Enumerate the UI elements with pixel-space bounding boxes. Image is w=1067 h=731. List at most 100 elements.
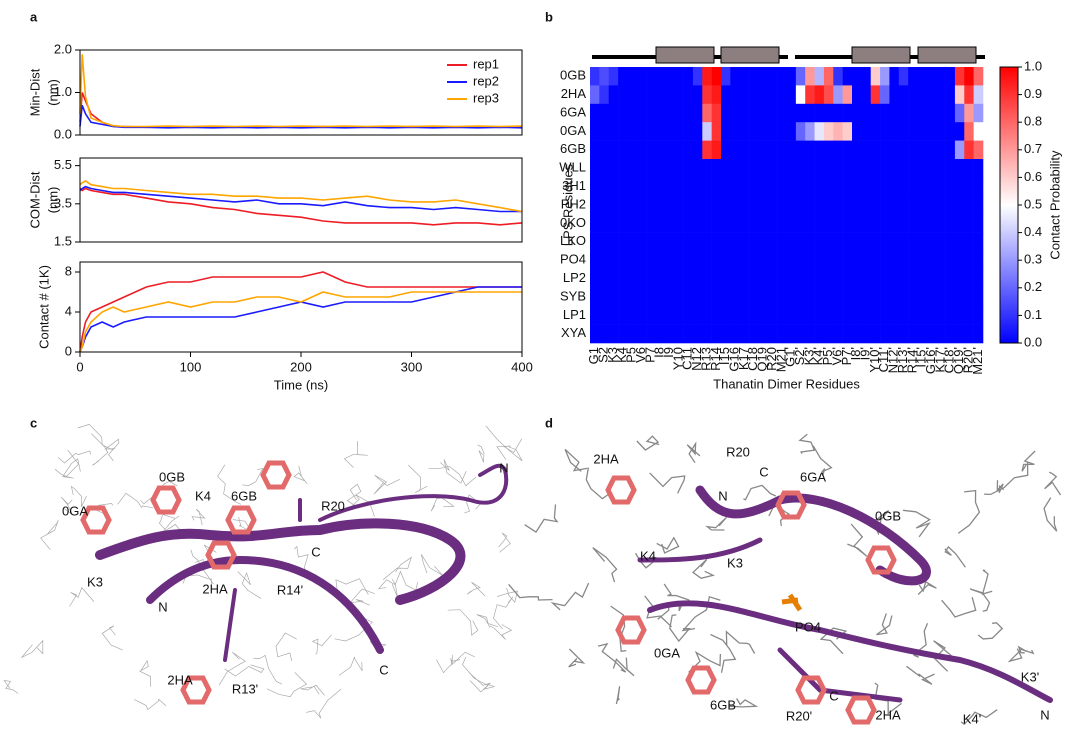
- heatmap-cell: [833, 251, 843, 270]
- lipid-stick: [450, 654, 461, 666]
- colorbar-tick-label: 0.7: [1024, 141, 1042, 156]
- col-label: K17': [932, 347, 947, 373]
- heatmap-cell: [749, 103, 759, 123]
- heatmap-cell: [973, 85, 984, 105]
- heatmap-cell: [805, 287, 815, 307]
- heatmap-cell: [954, 232, 965, 252]
- col-label: V6': [829, 347, 844, 365]
- heatmap-cell: [889, 140, 900, 160]
- heatmap-cell: [590, 306, 600, 325]
- lipid-stick: [311, 634, 332, 655]
- heatmap-cell: [655, 103, 666, 123]
- heatmap-cell: [646, 306, 656, 325]
- heatmap-cell: [683, 195, 694, 215]
- heatmap-cell: [786, 140, 797, 160]
- heatmap-cell: [964, 103, 974, 123]
- heatmap-cell: [692, 159, 703, 178]
- lipid-stick: [91, 433, 109, 466]
- lipid-stick: [957, 489, 981, 534]
- heatmap-cell: [636, 287, 647, 307]
- heatmap-cell: [889, 177, 900, 197]
- heatmap-cell: [618, 306, 628, 325]
- heatmap-cell: [767, 103, 778, 123]
- heatmap-cell: [777, 103, 787, 123]
- heatmap-cell: [636, 306, 647, 325]
- lipid-stick: [266, 672, 308, 698]
- heatmap-cell: [917, 195, 928, 215]
- heatmap-cell: [964, 159, 974, 178]
- heatmap-cell: [945, 103, 956, 123]
- heatmap-cell: [721, 306, 731, 325]
- heatmap-cell: [898, 103, 909, 123]
- heatmap-cell: [805, 103, 815, 123]
- heatmap-cell: [590, 140, 600, 160]
- heatmap-cell: [664, 324, 675, 344]
- heatmap-cell: [608, 140, 619, 160]
- heatmap-cell: [730, 159, 741, 178]
- heatmap-cell: [814, 122, 825, 141]
- heatmap-cell: [795, 140, 806, 160]
- heatmap-cell: [936, 251, 946, 270]
- lipid-stick: [592, 547, 618, 583]
- heatmap-cell: [936, 306, 946, 325]
- heatmap-cell: [889, 214, 900, 233]
- heatmap-cell: [936, 287, 946, 307]
- residue-label: 6GB: [231, 488, 257, 503]
- heatmap-cell: [767, 140, 778, 160]
- heatmap-cell: [646, 195, 656, 215]
- heatmap-cell: [786, 214, 797, 233]
- lipid-stick: [476, 614, 499, 628]
- heatmap-cell: [674, 122, 684, 141]
- lipid-stick: [1007, 645, 1027, 663]
- heatmap-cell: [964, 85, 974, 105]
- heatmap-cell: [898, 287, 909, 307]
- heatmap-cell: [870, 324, 881, 344]
- heatmap-cell: [926, 269, 937, 289]
- lipid-stick: [981, 569, 993, 595]
- series-line: [79, 185, 522, 213]
- backbone-ribbon: [223, 498, 302, 662]
- col-label: R20': [960, 347, 975, 373]
- heatmap-cell: [777, 67, 787, 86]
- heatmap-cell: [683, 232, 694, 252]
- heatmap-cell: [954, 67, 965, 86]
- heatmap-cell: [823, 251, 834, 270]
- heatmap-cell: [805, 195, 815, 215]
- heatmap-cell: [926, 232, 937, 252]
- heatmap-cell: [880, 306, 890, 325]
- heatmap-cell: [861, 67, 872, 86]
- row-label: PO4: [560, 252, 586, 267]
- heatmap-cell: [908, 195, 918, 215]
- heatmap-cell: [655, 140, 666, 160]
- heatmap-cell: [833, 159, 843, 178]
- heatmap-cell: [973, 324, 984, 344]
- heatmap-cell: [917, 85, 928, 105]
- lipid-stick: [70, 485, 87, 507]
- heatmap-cell: [880, 140, 890, 160]
- heatmap-cell: [692, 195, 703, 215]
- lipid-stick: [847, 523, 868, 557]
- heatmap-cell: [852, 177, 862, 197]
- heatmap-cell: [655, 269, 666, 289]
- lipid-stick: [485, 425, 523, 462]
- heatmap-cell: [852, 140, 862, 160]
- heatmap-cell: [926, 122, 937, 141]
- heatmap-cell: [795, 251, 806, 270]
- heatmap-cell: [954, 122, 965, 141]
- y-axis-label: COM-Dist: [27, 171, 42, 228]
- row-label: WLL: [559, 160, 586, 175]
- heatmap-cell: [870, 177, 881, 197]
- x-axis-label: Time (ns): [274, 377, 328, 392]
- y-axis-label: Min-Dist: [27, 68, 42, 116]
- lipid-stick: [300, 684, 325, 696]
- col-label: V6: [633, 347, 648, 363]
- heatmap-cell: [599, 195, 610, 215]
- heatmap-cell: [608, 177, 619, 197]
- heatmap-cell: [889, 251, 900, 270]
- heatmap-cell: [692, 122, 703, 141]
- heatmap-cell: [590, 324, 600, 344]
- heatmap-cell: [861, 177, 872, 197]
- heatmap-cell: [646, 177, 656, 197]
- heatmap-cell: [777, 177, 787, 197]
- col-label: R14: [708, 347, 723, 371]
